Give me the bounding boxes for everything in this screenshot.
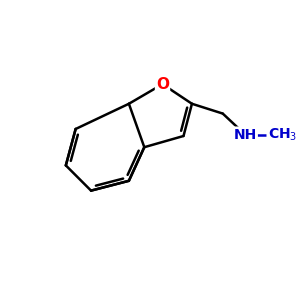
Text: CH$_3$: CH$_3$: [268, 126, 297, 143]
Text: O: O: [156, 77, 169, 92]
Text: NH: NH: [233, 128, 257, 142]
